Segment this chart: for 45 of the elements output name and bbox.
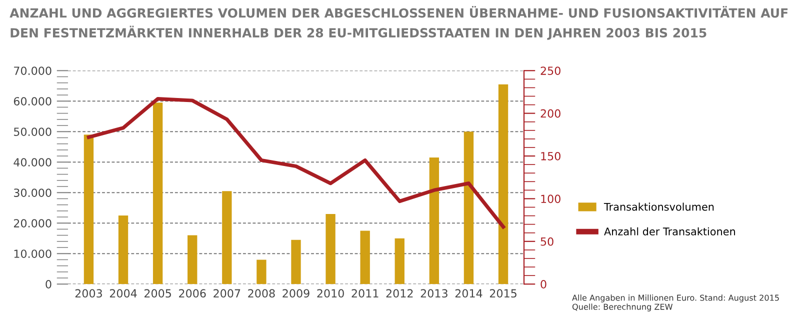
x-tick-label: 2006 <box>179 289 206 298</box>
bar <box>394 238 404 284</box>
bar <box>188 235 198 284</box>
bar <box>118 215 128 284</box>
x-tick-label: 2009 <box>282 289 310 298</box>
x-tick-label: 2005 <box>144 289 171 298</box>
bar <box>360 230 370 284</box>
x-tick-label: 2013 <box>420 289 448 298</box>
y-tick-label: 30.000 <box>14 188 52 197</box>
bar <box>464 132 474 284</box>
y-tick-label: 10.000 <box>14 250 52 258</box>
bar <box>256 260 266 284</box>
bar <box>326 214 336 284</box>
legend-label: Anzahl der Transaktionen <box>604 227 735 236</box>
y-tick-label: 40.000 <box>14 158 52 166</box>
x-tick-label: 2003 <box>75 289 102 298</box>
x-tick-label: 2008 <box>248 289 275 298</box>
bar <box>291 240 301 284</box>
chart-title: ANZAHL UND AGGREGIERTES VOLUMEN DER ABGESCHLOSSENEN ÜBERNAHME- UND FUSIONSAKTIVITÄTEN AUF DEN FESTNETZMÄRKTEN INNERHALB DER 28 EU-MITGLIEDSSTAATEN IN DEN JAHREN 2003 BIS 2015 <box>10 6 788 40</box>
y2-tick-label: 150 <box>541 152 560 160</box>
bar <box>84 134 94 284</box>
y-tick-label: 70.000 <box>14 66 52 75</box>
y-tick-label: 60.000 <box>14 97 52 106</box>
y-tick-label: 50.000 <box>14 128 52 136</box>
text: Alle Angaben in Millionen Euro. Stand: August 2015 Quelle: Berechnung ZEW <box>572 294 779 312</box>
y-tick-label: 20.000 <box>14 219 52 228</box>
y2-tick-label: 100 <box>541 194 560 204</box>
x-tick-label: 2007 <box>214 289 240 298</box>
bar <box>429 158 440 284</box>
bar <box>498 84 508 284</box>
x-tick-label: 2011 <box>352 289 378 298</box>
x-tick-label: 2012 <box>386 289 413 298</box>
x-tick-label: 2014 <box>455 289 482 298</box>
x-tick-label: 2010 <box>317 289 344 298</box>
y2-tick-label: 50 <box>540 237 554 246</box>
y2-tick-label: 200 <box>540 109 560 118</box>
bar <box>222 191 232 284</box>
y2-tick-label: 0 <box>540 280 546 288</box>
bar <box>152 102 163 284</box>
x-tick-label: 2004 <box>110 289 137 298</box>
y-tick-label: 0 <box>46 280 52 288</box>
x-tick-label: 2015 <box>490 289 516 298</box>
y2-tick-label: 250 <box>540 66 560 75</box>
legend-label: Transaktionsvolumen <box>604 202 714 211</box>
line-series <box>86 96 506 229</box>
